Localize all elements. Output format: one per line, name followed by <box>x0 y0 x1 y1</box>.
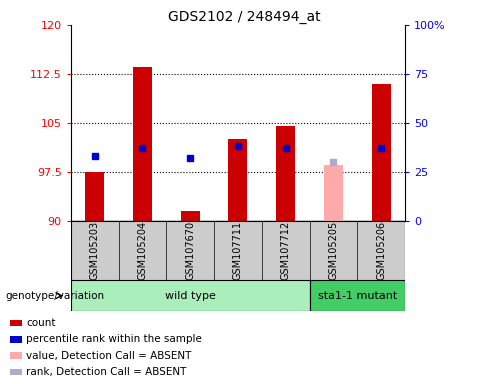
Text: GSM107712: GSM107712 <box>281 221 291 280</box>
Bar <box>276 126 295 221</box>
Bar <box>85 172 104 221</box>
Bar <box>181 211 200 221</box>
Bar <box>372 84 391 221</box>
Text: GSM105204: GSM105204 <box>138 221 147 280</box>
Bar <box>10 336 21 343</box>
Text: wild type: wild type <box>165 291 216 301</box>
Text: GSM107711: GSM107711 <box>233 221 243 280</box>
Text: GDS2102 / 248494_at: GDS2102 / 248494_at <box>168 10 320 23</box>
Bar <box>309 280 405 311</box>
Text: rank, Detection Call = ABSENT: rank, Detection Call = ABSENT <box>26 367 187 377</box>
Bar <box>71 280 309 311</box>
Bar <box>133 68 152 221</box>
Text: genotype/variation: genotype/variation <box>5 291 104 301</box>
Bar <box>10 353 21 359</box>
Text: GSM107670: GSM107670 <box>185 221 195 280</box>
Bar <box>10 369 21 375</box>
Text: GSM105203: GSM105203 <box>90 221 100 280</box>
Text: GSM105205: GSM105205 <box>328 221 338 280</box>
Text: count: count <box>26 318 56 328</box>
Bar <box>228 139 247 221</box>
Text: percentile rank within the sample: percentile rank within the sample <box>26 334 202 344</box>
Bar <box>324 166 343 221</box>
Text: value, Detection Call = ABSENT: value, Detection Call = ABSENT <box>26 351 192 361</box>
Text: sta1-1 mutant: sta1-1 mutant <box>318 291 397 301</box>
Bar <box>10 320 21 326</box>
Text: GSM105206: GSM105206 <box>376 221 386 280</box>
